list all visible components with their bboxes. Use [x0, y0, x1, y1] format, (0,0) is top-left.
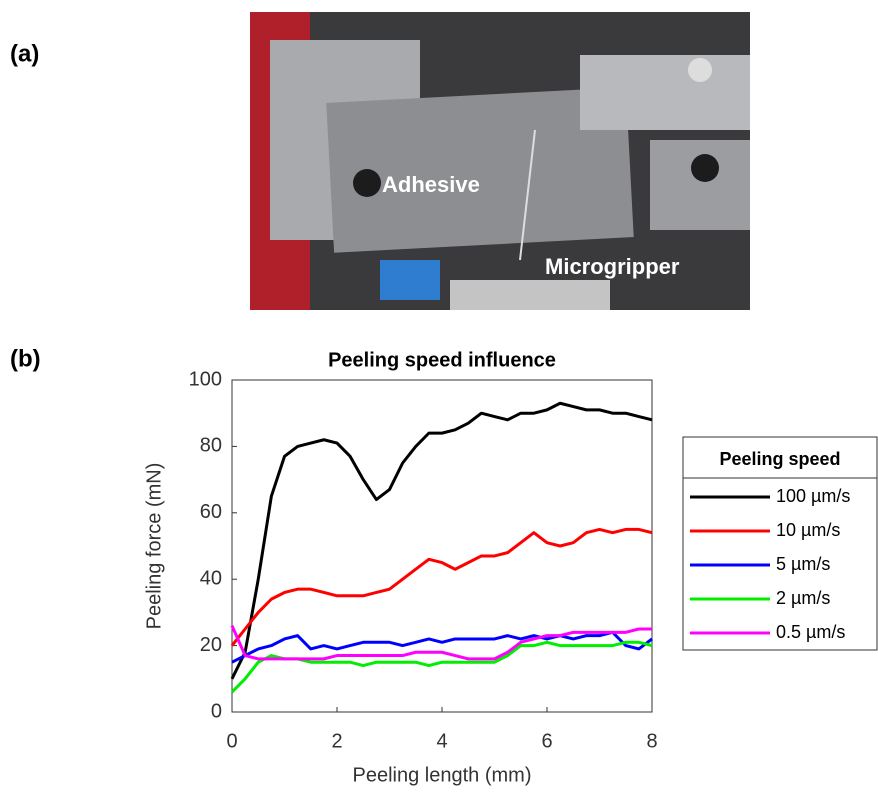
panel-label: (b): [10, 345, 41, 372]
series-line: [230, 625, 652, 661]
x-tick-label: 8: [646, 730, 657, 752]
photo-annotation: Adhesive: [382, 172, 480, 197]
legend-label: 10 µm/s: [776, 520, 840, 540]
y-tick-label: 0: [211, 700, 222, 722]
series-line: [230, 640, 653, 694]
photo-annotation: Microgripper: [545, 254, 680, 279]
y-tick-label: 100: [189, 368, 222, 390]
series-line: [230, 527, 653, 647]
legend-label: 100 µm/s: [776, 486, 850, 506]
y-tick-label: 20: [200, 634, 222, 656]
series-line: [230, 401, 653, 680]
legend-label: 2 µm/s: [776, 588, 830, 608]
x-axis-label: Peeling length (mm): [353, 764, 532, 786]
photo: [250, 12, 750, 310]
legend-box: [682, 436, 878, 651]
y-tick-label: 80: [200, 435, 222, 457]
legend-label: 5 µm/s: [776, 554, 830, 574]
legend-title: Peeling speed: [719, 449, 840, 469]
panel-label: (a): [10, 40, 39, 67]
x-tick-label: 4: [436, 730, 447, 752]
y-tick-label: 60: [200, 501, 222, 523]
series-line: [231, 630, 653, 664]
x-tick-label: 2: [331, 730, 342, 752]
y-tick-label: 40: [200, 567, 222, 589]
y-axis-label: Peeling force (mN): [143, 463, 165, 630]
x-tick-label: 0: [226, 730, 237, 752]
chart-title: Peeling speed influence: [328, 349, 556, 371]
legend-label: 0.5 µm/s: [776, 622, 845, 642]
x-tick-label: 6: [541, 730, 552, 752]
